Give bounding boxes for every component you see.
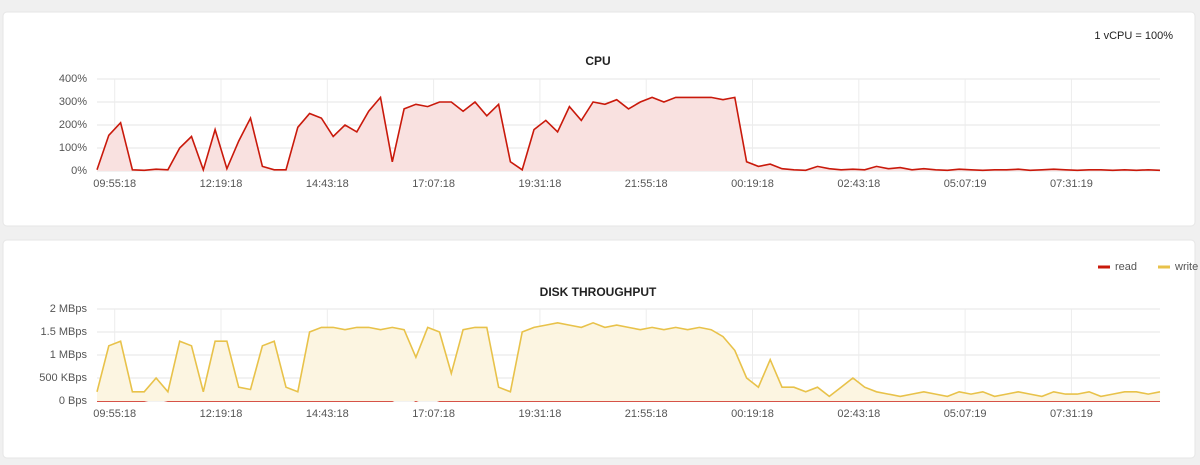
legend-label: read <box>1115 261 1137 273</box>
y-tick-label: 400% <box>59 73 87 85</box>
x-tick-label: 05:07:19 <box>944 178 987 190</box>
x-tick-label: 12:19:18 <box>200 408 243 420</box>
x-tick-label: 17:07:18 <box>412 408 455 420</box>
y-tick-label: 100% <box>59 142 87 154</box>
x-tick-label: 00:19:18 <box>731 408 774 420</box>
y-tick-label: 500 KBps <box>39 372 87 384</box>
x-tick-label: 21:55:18 <box>625 408 668 420</box>
x-tick-label: 07:31:19 <box>1050 178 1093 190</box>
legend-label: write <box>1174 261 1198 273</box>
line <box>96 95 1161 173</box>
line <box>96 321 1161 398</box>
y-tick-label: 2 MBps <box>50 303 88 315</box>
cpu-note: 1 vCPU = 100% <box>1094 30 1173 42</box>
x-tick-label: 19:31:18 <box>519 408 562 420</box>
x-tick-label: 14:43:18 <box>306 178 349 190</box>
y-tick-label: 200% <box>59 119 87 131</box>
x-tick-label: 19:31:18 <box>519 178 562 190</box>
y-tick-label: 0 Bps <box>59 395 88 407</box>
x-tick-label: 02:43:18 <box>837 408 880 420</box>
chart-title: CPU <box>585 54 610 68</box>
x-tick-label: 00:19:18 <box>731 178 774 190</box>
area-fill <box>97 322 1160 401</box>
area-fill <box>97 97 1160 171</box>
x-tick-label: 05:07:19 <box>944 408 987 420</box>
x-tick-label: 09:55:18 <box>93 178 136 190</box>
y-tick-label: 0% <box>71 165 87 177</box>
x-tick-label: 14:43:18 <box>306 408 349 420</box>
chart-title: DISK THROUGHPUT <box>540 285 657 299</box>
x-tick-label: 21:55:18 <box>625 178 668 190</box>
x-tick-label: 12:19:18 <box>200 178 243 190</box>
x-tick-label: 09:55:18 <box>93 408 136 420</box>
x-tick-label: 07:31:19 <box>1050 408 1093 420</box>
x-tick-label: 17:07:18 <box>412 178 455 190</box>
y-tick-label: 1 MBps <box>50 349 88 361</box>
x-tick-label: 02:43:18 <box>837 178 880 190</box>
y-tick-label: 300% <box>59 96 87 108</box>
y-tick-label: 1.5 MBps <box>41 326 88 338</box>
